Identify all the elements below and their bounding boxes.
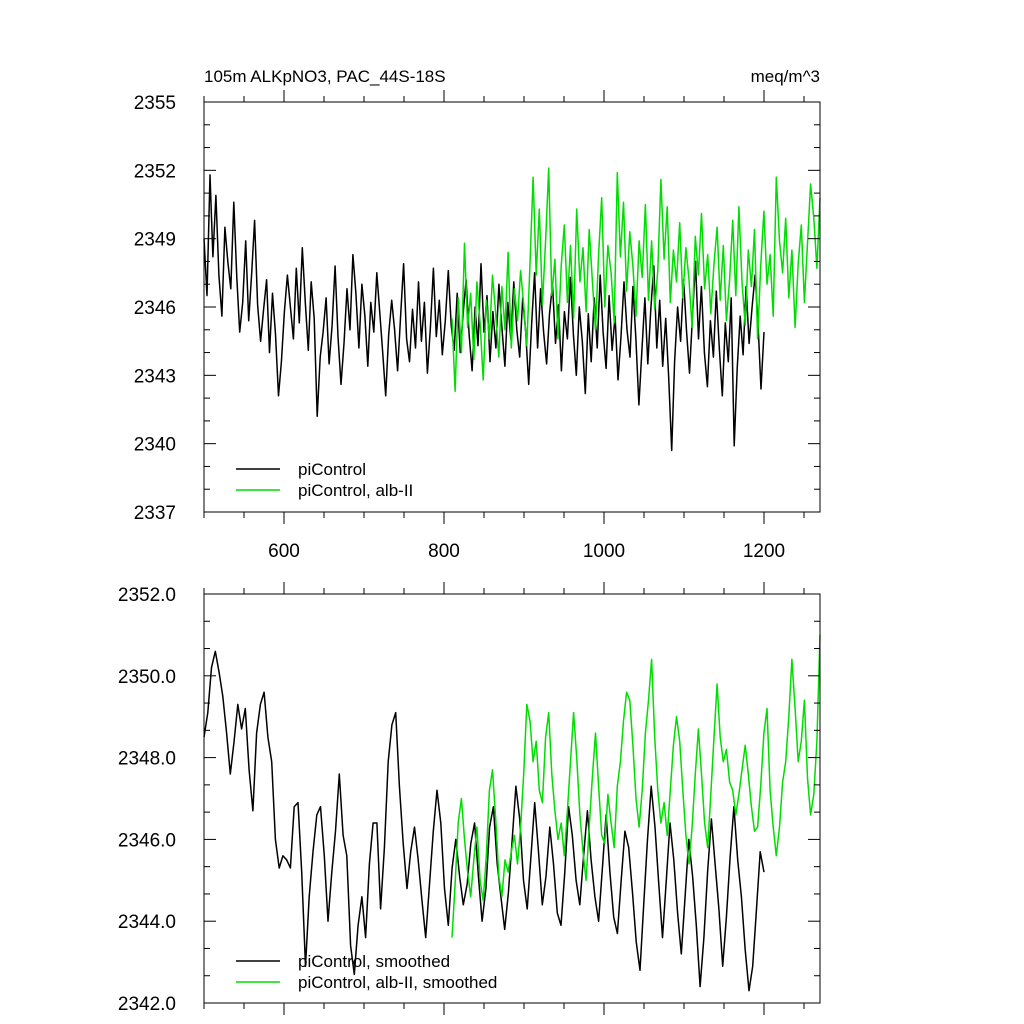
- chart-bottom-lines: [203, 634, 821, 992]
- chart-bottom-ytick-label: 2348.0: [118, 749, 176, 770]
- chart-bottom-legend: piControl, smoothed piControl, alb-II, s…: [236, 952, 497, 992]
- chart-top-xtick-label: 800: [428, 541, 460, 562]
- chart-top-ytick-label: 2343: [134, 366, 176, 387]
- chart-top-title: 105m ALKpNO3, PAC_44S-18S: [204, 67, 446, 86]
- chart-bottom-ytick-label: 2346.0: [118, 830, 176, 851]
- chart-top-ytick-label: 2337: [134, 503, 176, 524]
- chart-top-xtick-label: 600: [268, 541, 300, 562]
- chart-bottom-ytick-label: 2342.0: [118, 994, 176, 1015]
- chart-bottom-ytick-label: 2344.0: [118, 912, 176, 933]
- chart-bottom-frame: [203, 593, 821, 1004]
- chart-top: 105m ALKpNO3, PAC_44S-18S meq/m^3 233723…: [134, 67, 821, 562]
- chart-bottom: 2342.0 2344.0 2346.0 2348.0 2350.0 2352.0 piC…: [118, 582, 821, 1015]
- chart-bottom-series-line-0: [203, 650, 765, 992]
- chart-top-ytick-label: 2355: [134, 93, 176, 114]
- chart-top-ytick-label: 2346: [134, 298, 176, 319]
- chart-top-ytick-label: 2349: [134, 230, 176, 251]
- legend-label-picontrol-alb-smoothed: piControl, alb-II, smoothed: [298, 973, 497, 992]
- chart-top-lines: [203, 167, 821, 452]
- chart-bottom-axes: 2342.0 2344.0 2346.0 2348.0 2350.0 2352.0: [118, 582, 821, 1015]
- chart-top-xtick-label: 1000: [583, 541, 625, 562]
- chart-bottom-ytick-label: 2352.0: [118, 585, 176, 606]
- chart-top-series-line-0: [203, 174, 765, 452]
- chart-top-legend: piControl piControl, alb-II: [236, 460, 413, 500]
- legend-label-picontrol: piControl: [298, 460, 366, 479]
- chart-bottom-series-line-1: [451, 634, 821, 938]
- chart-top-ytick-label: 2340: [134, 435, 176, 456]
- chart-top-xtick-label: 1200: [743, 541, 785, 562]
- chart-top-series-line-1: [451, 167, 821, 393]
- chart-top-units: meq/m^3: [751, 67, 820, 86]
- chart-top-ytick-label: 2352: [134, 161, 176, 182]
- legend-label-picontrol-alb: piControl, alb-II: [298, 481, 413, 500]
- chart-bottom-ytick-label: 2350.0: [118, 667, 176, 688]
- chart-top-axes: 2337 2340 2343 2346 2349 2352 2355 600 800 1000 12…: [134, 90, 821, 562]
- legend-label-picontrol-smoothed: piControl, smoothed: [298, 952, 450, 971]
